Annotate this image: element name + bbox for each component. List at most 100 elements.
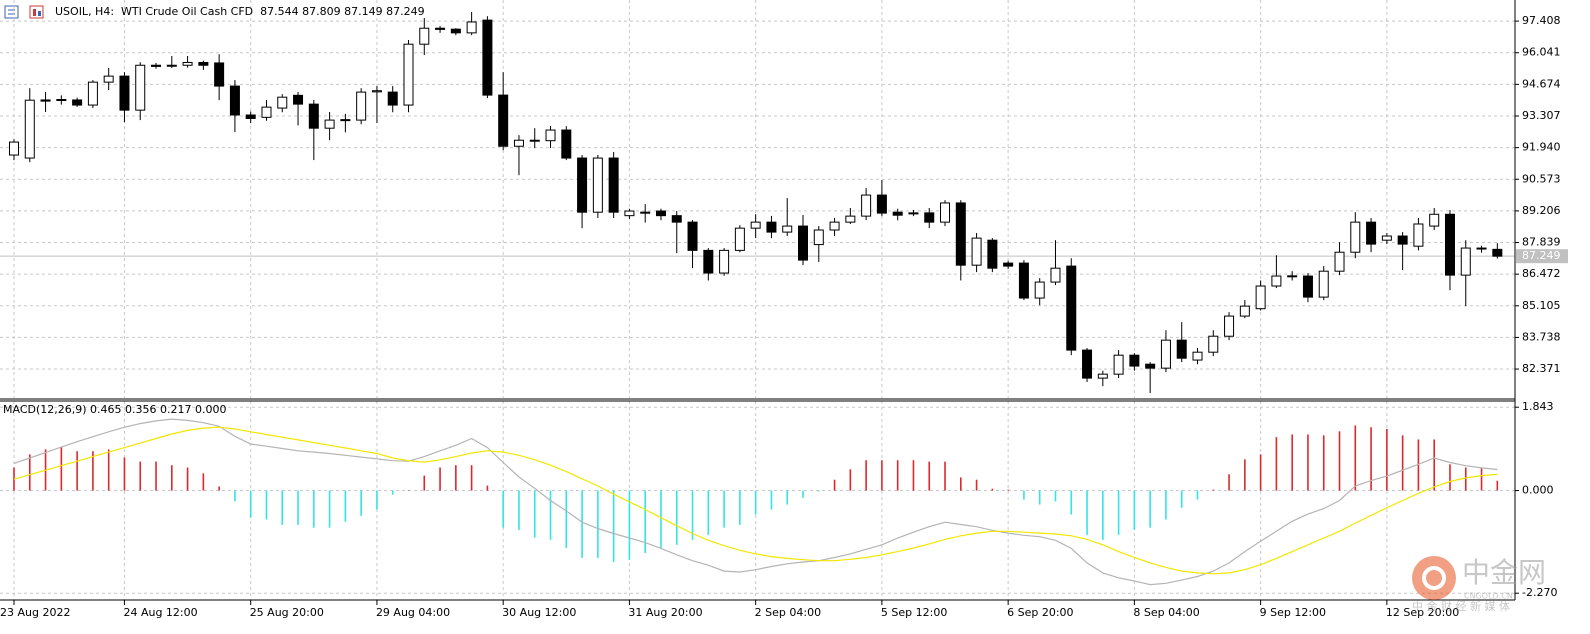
- icon: [29, 5, 44, 19]
- candle-body: [766, 221, 777, 233]
- candle-body: [277, 96, 288, 109]
- candle-body: [1082, 349, 1093, 379]
- x-tick-label: 12 Sep 20:00: [1386, 606, 1459, 619]
- candle-body: [955, 202, 966, 266]
- candle-body: [1003, 262, 1014, 267]
- candle-body: [9, 141, 19, 156]
- candle-body: [529, 139, 540, 142]
- y-tick-label: -2.270: [1522, 586, 1557, 599]
- candle-body: [1050, 267, 1061, 283]
- watermark: 中金网 CNGOLD.CN 中 金 财 经 新 媒 体: [1412, 556, 1546, 613]
- candle-body: [1066, 265, 1077, 351]
- candle-body: [340, 119, 351, 122]
- candle-body: [1224, 315, 1235, 337]
- candle-body: [1097, 373, 1108, 379]
- x-tick-label: 9 Sep 12:00: [1260, 606, 1326, 619]
- candle-body: [940, 202, 951, 223]
- candle-body: [24, 99, 35, 159]
- candle-body: [229, 85, 240, 116]
- candle-body: [687, 221, 698, 251]
- candle-body: [151, 64, 162, 67]
- candle-body: [592, 157, 603, 213]
- candle-body: [466, 21, 477, 34]
- candle-body: [971, 237, 982, 266]
- candle-body: [561, 129, 572, 159]
- candle-body: [371, 90, 382, 93]
- y-tick-label: 90.573: [1522, 172, 1561, 185]
- y-tick-label: 85.105: [1522, 299, 1561, 312]
- candle-body: [845, 215, 856, 223]
- x-tick-label: 8 Sep 04:00: [1133, 606, 1199, 619]
- candle-body: [1302, 275, 1313, 298]
- candle-body: [1192, 351, 1203, 361]
- watermark-logo-ring: [1422, 566, 1446, 590]
- watermark-slogan: 中 金 财 经 新 媒 体: [1412, 599, 1510, 613]
- candle-body: [324, 119, 335, 129]
- candle-body: [640, 211, 651, 214]
- candle-body: [293, 94, 304, 105]
- candle-body: [119, 75, 130, 111]
- y-tick-label: 91.940: [1522, 141, 1561, 154]
- candle-body: [403, 43, 414, 106]
- y-tick-label: 96.041: [1522, 46, 1561, 59]
- y-tick-label: 93.307: [1522, 109, 1561, 122]
- candle-body: [671, 215, 682, 223]
- candle-body: [1397, 235, 1408, 245]
- candle-body: [829, 221, 840, 231]
- y-tick-label: 1.843: [1522, 400, 1554, 413]
- candle-body: [1239, 305, 1250, 317]
- candle-body: [482, 19, 493, 96]
- candle-body: [72, 99, 83, 106]
- candle-body: [1113, 354, 1124, 375]
- candle-body: [135, 64, 146, 111]
- candle-body: [182, 61, 193, 66]
- candle-body: [1413, 223, 1424, 247]
- x-tick-label: 23 Aug 2022: [0, 606, 70, 619]
- icon-bar: [38, 11, 41, 16]
- toolbar-icons: [4, 5, 44, 19]
- candle-body: [1255, 285, 1266, 310]
- candle-body: [214, 62, 225, 87]
- candle-body: [750, 221, 761, 229]
- current-price-label: 87.249: [1522, 249, 1561, 262]
- candle-body: [198, 61, 209, 66]
- y-tick-label: 86.472: [1522, 267, 1561, 280]
- candle-body: [40, 99, 51, 102]
- candle-body: [924, 212, 935, 223]
- candle-body: [1287, 275, 1298, 278]
- candle-body: [1460, 247, 1471, 276]
- candle-body: [103, 75, 114, 83]
- candle-body: [419, 27, 430, 45]
- indicator-line: [13, 426, 1498, 575]
- watermark-site: CNGOLD.CN: [1464, 592, 1513, 601]
- candle-body: [1366, 221, 1377, 245]
- y-tick-label: 97.408: [1522, 14, 1561, 27]
- candle-body: [1476, 247, 1487, 250]
- candle-body: [908, 212, 919, 215]
- candle-body: [1334, 251, 1345, 272]
- candle-body: [703, 249, 714, 274]
- y-tick-label: 94.674: [1522, 77, 1561, 90]
- candle-body: [245, 114, 256, 119]
- icon: [4, 5, 19, 19]
- candle-body: [782, 225, 793, 233]
- candle-body: [87, 81, 98, 106]
- candle-body: [987, 239, 998, 269]
- candle-body: [1271, 275, 1282, 287]
- candle-body: [1018, 262, 1029, 299]
- candle-body: [513, 139, 524, 147]
- candle-body: [1176, 339, 1187, 359]
- y-tick-label: 82.371: [1522, 362, 1561, 375]
- candle-body: [1444, 213, 1455, 276]
- candle-body: [1145, 363, 1156, 369]
- candle-body: [261, 106, 272, 118]
- x-tick-label: 24 Aug 12:00: [123, 606, 197, 619]
- x-tick-label: 6 Sep 20:00: [1007, 606, 1073, 619]
- candle-body: [892, 211, 903, 216]
- watermark-logo: [1412, 556, 1456, 600]
- candle-body: [577, 157, 588, 213]
- candle-body: [1318, 270, 1329, 298]
- current-price-tag: [1516, 249, 1568, 264]
- y-tick-label: 83.738: [1522, 330, 1561, 343]
